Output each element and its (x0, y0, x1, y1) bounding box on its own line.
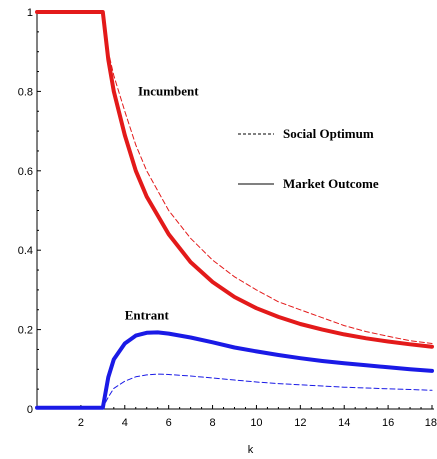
series-line-entrant-dashed (36, 373, 433, 409)
series-layer (35, 10, 434, 410)
annotation-label: Entrant (125, 308, 170, 323)
y-tick-label: 0.4 (18, 245, 33, 257)
y-tick-label: 0.8 (18, 86, 33, 98)
x-tick-label: 2 (78, 417, 84, 429)
y-tick-label: 0.6 (18, 166, 33, 178)
annotation-layer: Incumbent Entrant (125, 83, 200, 322)
x-tick-label: 10 (250, 417, 262, 429)
x-tick-label: 6 (166, 417, 172, 429)
series-line-incumbent-dashed (36, 11, 433, 344)
series-line-incumbent-solid (35, 10, 434, 349)
legend: Social Optimum Market Outcome (238, 126, 379, 191)
x-tick-label: 4 (122, 417, 128, 429)
annotation-label: Incumbent (138, 83, 199, 98)
legend-label: Social Optimum (283, 126, 374, 141)
x-tick-label: 14 (338, 417, 350, 429)
legend-label: Market Outcome (283, 176, 379, 191)
y-tick-label: 0.2 (18, 325, 33, 337)
x-tick-label: 18 (425, 417, 437, 429)
x-tick-label: 12 (294, 417, 306, 429)
x-tick-label: 16 (382, 417, 394, 429)
x-tick-label: 8 (209, 417, 215, 429)
series-line-entrant-solid (35, 330, 434, 410)
y-tick-label: 1 (27, 7, 33, 19)
x-axis-title: k (248, 444, 254, 456)
y-tick-label: 0 (27, 404, 33, 416)
